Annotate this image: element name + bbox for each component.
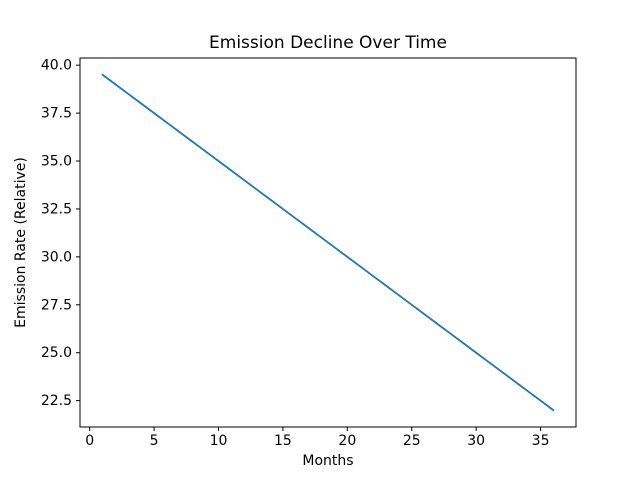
x-tick-label: 35 [532,433,550,449]
y-tick-label: 37.5 [41,106,72,122]
x-tick-label: 15 [274,433,292,449]
x-tick-label: 10 [210,433,228,449]
y-axis-label: Emission Rate (Relative) [13,157,29,328]
x-tick-label: 30 [467,433,485,449]
y-tick-label: 27.5 [41,297,72,313]
y-tick-label: 35.0 [41,154,72,170]
y-tick-label: 40.0 [41,58,72,74]
y-tick-label: 25.0 [41,345,72,361]
x-tick-label: 5 [150,433,159,449]
y-tick-label: 32.5 [41,201,72,217]
x-tick-label: 0 [85,433,94,449]
x-axis-label: Months [302,453,353,469]
x-tick-label: 25 [403,433,421,449]
x-tick-label: 20 [338,433,356,449]
emission-decline-line [101,73,555,412]
y-tick-label: 30.0 [41,249,72,265]
y-tick-label: 22.5 [41,393,72,409]
chart-title: Emission Decline Over Time [209,33,447,53]
plot-border [79,57,577,428]
